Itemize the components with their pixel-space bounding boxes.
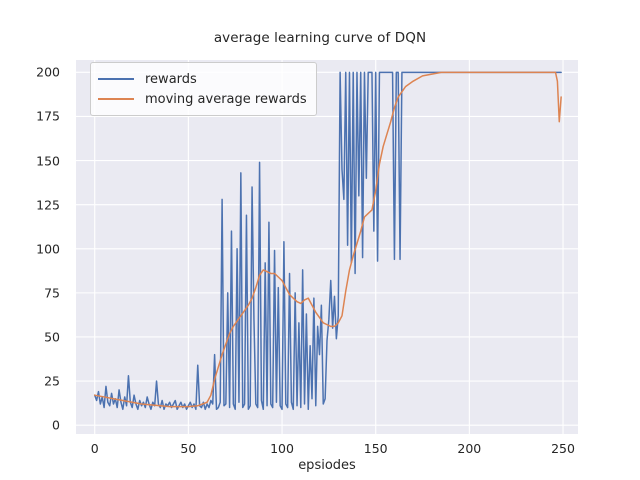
legend-swatch-moving-average-rewards	[98, 98, 134, 100]
legend-swatch-rewards	[98, 78, 134, 80]
legend-label-rewards: rewards	[145, 71, 197, 87]
series-line-rewards	[93, 71, 562, 411]
y-tick-label: 150	[36, 153, 60, 169]
y-tick-label: 200	[36, 64, 60, 80]
chart-legend: rewards moving average rewards	[90, 62, 317, 116]
y-tick-label: 25	[44, 373, 60, 389]
y-tick-label: 50	[44, 329, 60, 345]
x-axis-label: epsiodes	[298, 458, 356, 473]
gridlines	[76, 60, 578, 434]
y-tick-label: 100	[36, 241, 60, 257]
legend-item-moving-average-rewards: moving average rewards	[98, 89, 307, 109]
series-lines	[93, 71, 562, 411]
y-tick-label: 75	[44, 285, 60, 301]
y-tick-label: 125	[36, 197, 60, 213]
legend-label-moving-average-rewards: moving average rewards	[145, 91, 307, 107]
plot-area	[76, 60, 578, 434]
x-tick-label: 150	[363, 441, 388, 456]
series-line-moving-average-rewards	[93, 71, 562, 408]
chart-title: average learning curve of DQN	[213, 30, 427, 46]
x-tick-label: 250	[551, 441, 575, 456]
x-tick-label: 100	[270, 441, 294, 456]
legend-item-rewards: rewards	[98, 69, 307, 89]
x-tick-label: 0	[90, 441, 99, 456]
x-tick-label: 50	[180, 441, 197, 456]
y-tick-label: 0	[52, 417, 60, 433]
plot-svg	[76, 60, 578, 434]
x-tick-label: 200	[457, 441, 482, 456]
y-tick-label: 175	[36, 108, 60, 124]
